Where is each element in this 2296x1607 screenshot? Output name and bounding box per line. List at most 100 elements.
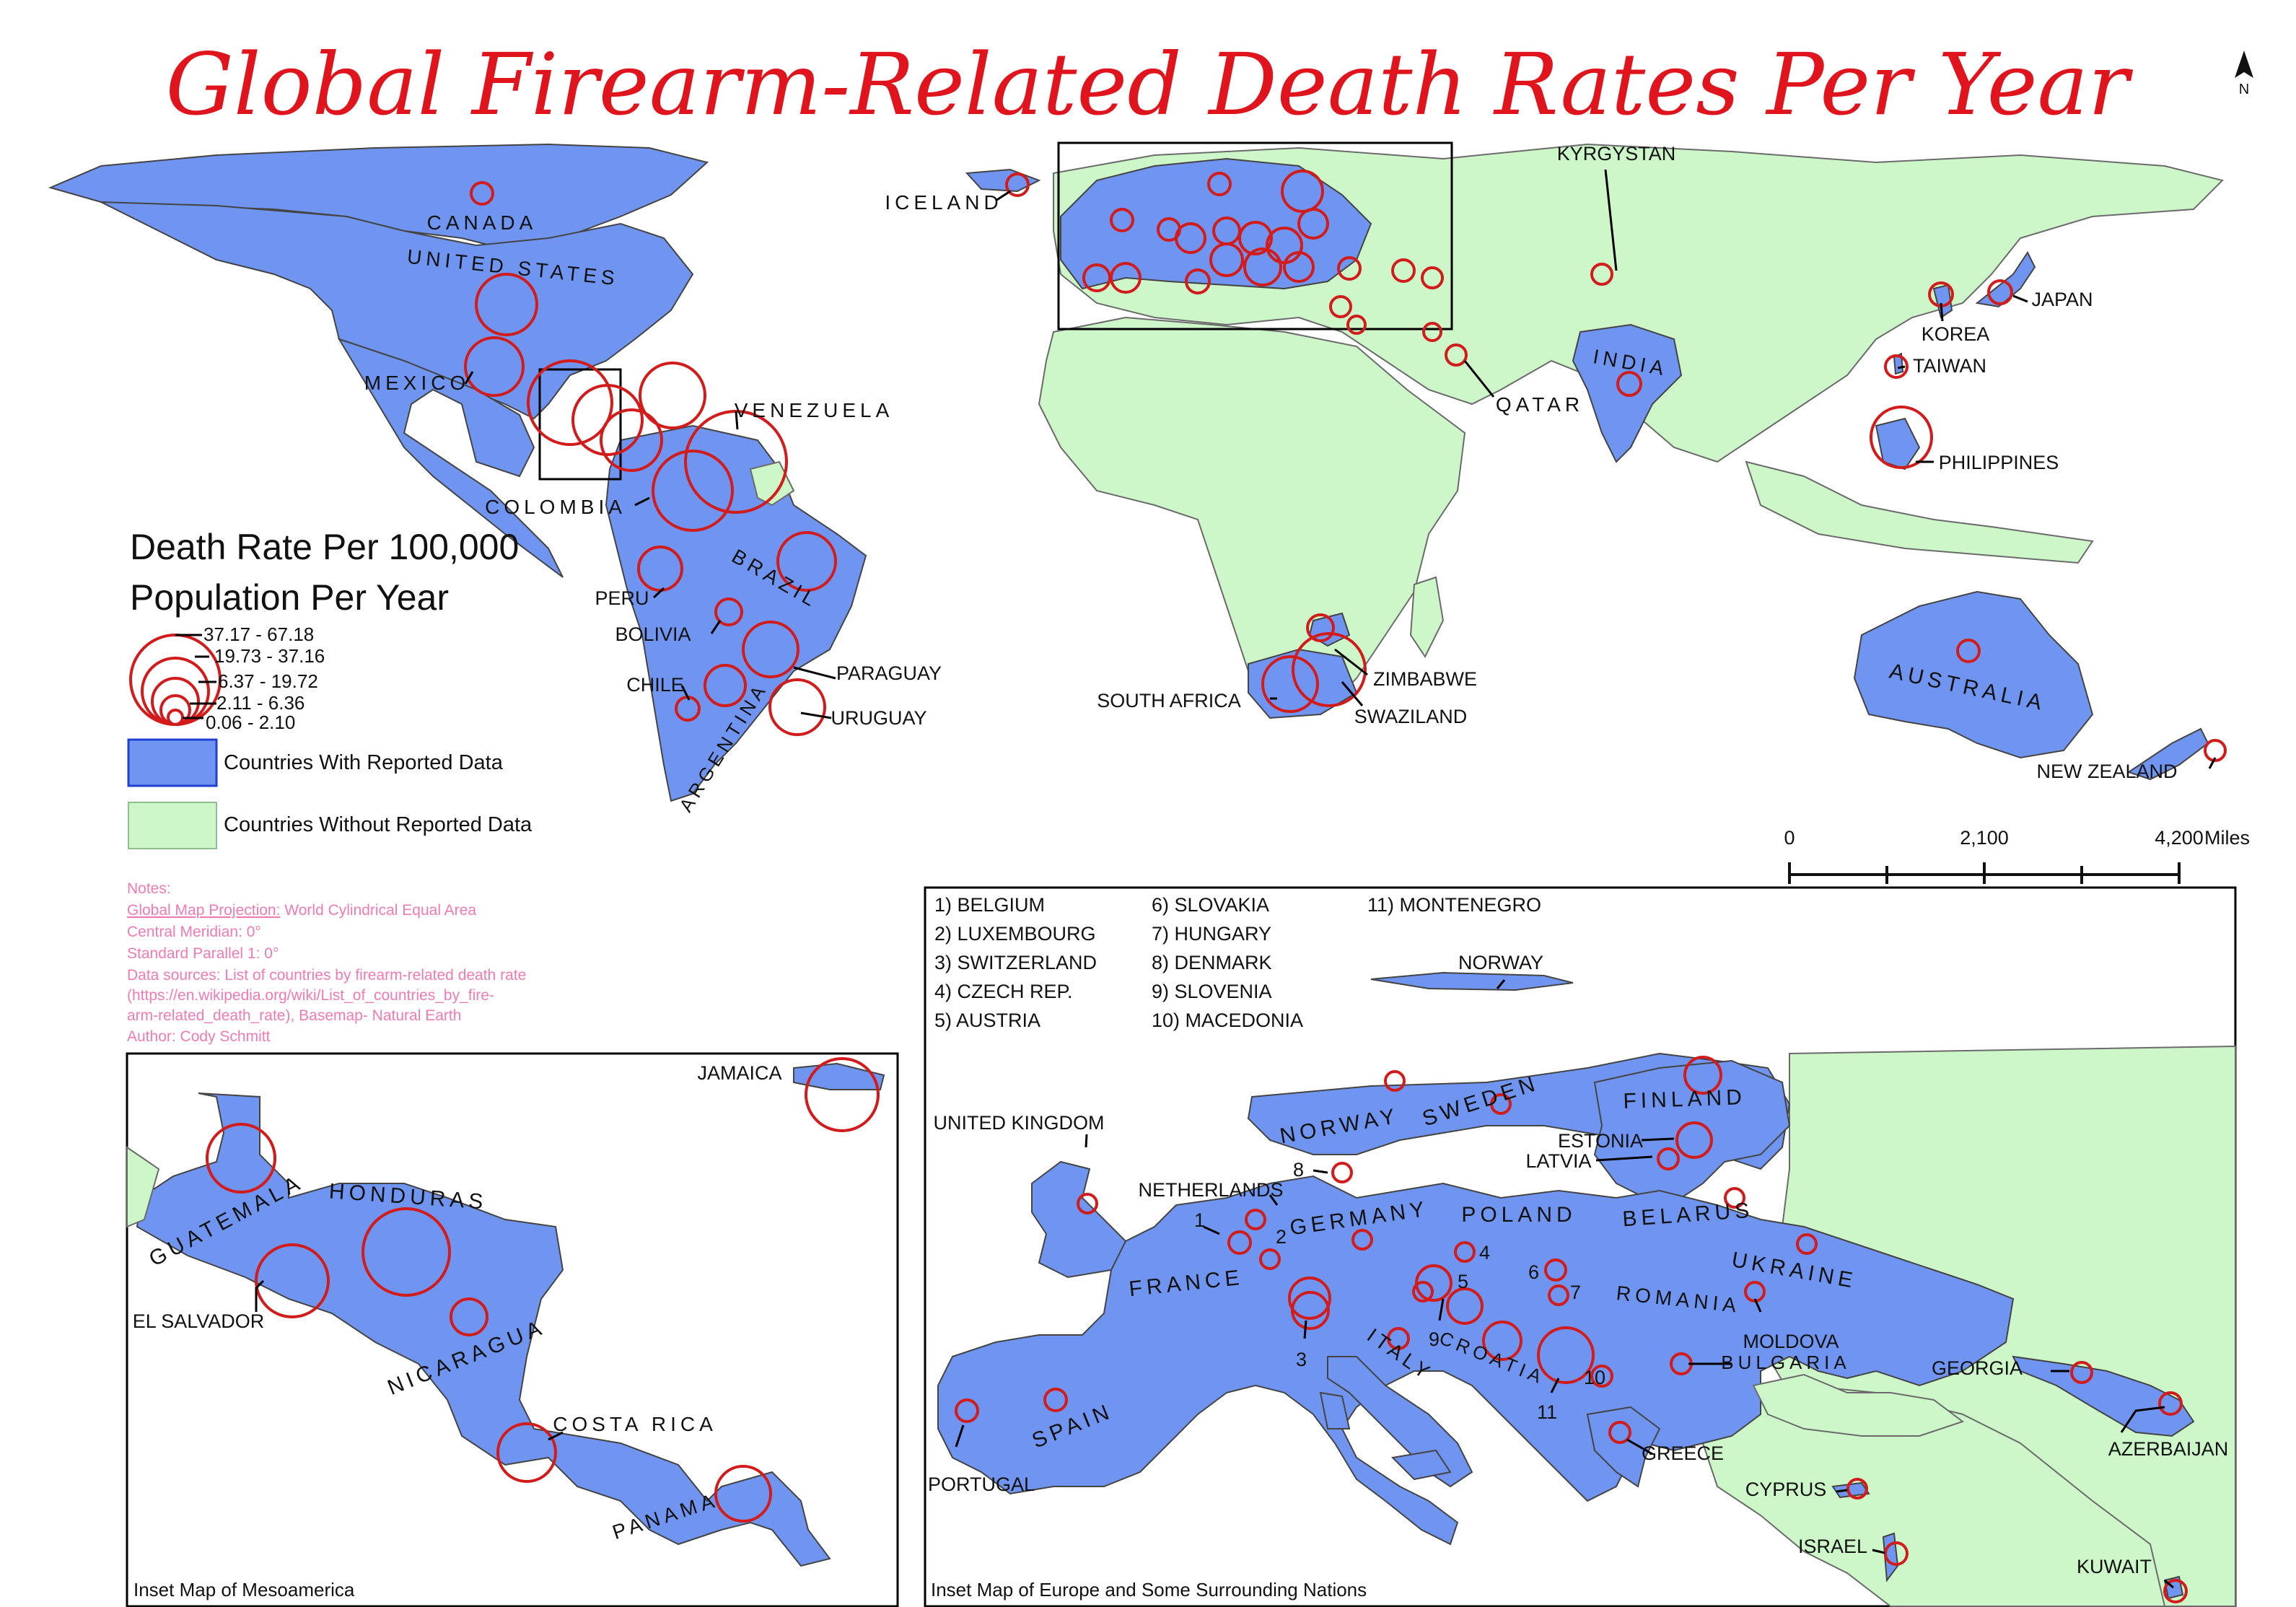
label-chile: CHILE xyxy=(626,674,684,696)
mesoamerica-inset: JAMAICA GUATEMALA HONDURAS EL SALVADOR N… xyxy=(126,1052,899,1607)
eu-num-10: 10 xyxy=(1584,1367,1605,1388)
eu-label-moldova: MOLDOVA xyxy=(1743,1331,1839,1352)
notes-source-1: Data sources: List of countries by firea… xyxy=(127,967,526,984)
notes-heading: Notes: xyxy=(127,880,171,897)
label-philippines: PHILIPPINES xyxy=(1939,452,2059,473)
label-colombia: COLOMBIA xyxy=(485,496,626,518)
australia-shape xyxy=(1853,590,2094,759)
legend-class-1: 37.17 - 67.18 xyxy=(203,623,314,645)
caucasus-shape xyxy=(2012,1355,2195,1437)
legend-reported-swatch xyxy=(127,738,218,787)
notes-meridian: Central Meridian: 0° xyxy=(127,924,261,940)
eu-label-azerbaijan: AZERBAIJAN xyxy=(2108,1438,2229,1460)
label-iceland: ICELAND xyxy=(885,191,1002,214)
label-bolivia: BOLIVIA xyxy=(615,623,691,645)
eu-num-3: 3 xyxy=(1296,1349,1307,1370)
eu-label-united-kingdom: UNITED KINGDOM xyxy=(933,1112,1104,1134)
eu-num-9: 9 xyxy=(1429,1328,1440,1350)
indonesia-shape xyxy=(1745,460,2094,564)
eu-num-2: 2 xyxy=(1276,1226,1287,1248)
eu-key-9: 9) SLOVENIA xyxy=(1152,981,1272,1002)
world-basemap xyxy=(48,143,2224,802)
label-paraguay: PARAGUAY xyxy=(836,662,942,684)
eu-num-5: 5 xyxy=(1458,1271,1468,1292)
eu-key-2: 2) LUXEMBOURG xyxy=(934,923,1096,945)
meso-caption: Inset Map of Mesoamerica xyxy=(133,1579,355,1601)
mesoamerica-frame xyxy=(126,1052,899,1607)
legend: Death Rate Per 100,000 Population Per Ye… xyxy=(127,527,533,849)
notes-source-2: (https://en.wikipedia.org/wiki/List_of_c… xyxy=(127,987,494,1004)
label-swaziland: SWAZILAND xyxy=(1354,706,1468,727)
eu-label-finland: FINLAND xyxy=(1623,1085,1746,1113)
europe-caption: Inset Map of Europe and Some Surrounding… xyxy=(931,1579,1367,1601)
eu-key-8: 8) DENMARK xyxy=(1152,952,1272,973)
map-title: Global Firearm-Related Death Rates Per Y… xyxy=(166,35,2134,134)
israel-shape xyxy=(1882,1532,1899,1582)
legend-class-3: 6.37 - 19.72 xyxy=(218,670,318,692)
label-japan: JAPAN xyxy=(2031,289,2093,310)
label-venezuela: VENEZUELA xyxy=(735,399,894,421)
eu-num-1: 1 xyxy=(1194,1209,1205,1231)
eu-label-norway-top: NORWAY xyxy=(1458,952,1543,973)
legend-class-2: 19.73 - 37.16 xyxy=(214,645,325,667)
mexico-shape xyxy=(337,338,564,578)
cyprus-shape xyxy=(1831,1481,1870,1499)
eu-key-5: 5) AUSTRIA xyxy=(934,1010,1040,1031)
mesoamerica-extent-box xyxy=(538,368,622,481)
korea-shape xyxy=(1932,284,1953,319)
eu-label-cyprus: CYPRUS xyxy=(1745,1479,1827,1500)
sardinia-shape xyxy=(1319,1391,1351,1429)
label-uruguay: URUGUAY xyxy=(831,707,926,729)
north-arrow-icon: N xyxy=(2235,51,2253,97)
notes-projection: Global Map Projection: World Cylindrical… xyxy=(127,902,476,919)
notes-parallel: Standard Parallel 1: 0° xyxy=(127,945,279,962)
eu-num-8: 8 xyxy=(1293,1159,1304,1181)
guianas-shape xyxy=(749,460,795,507)
notes-source-3: arm-related_death_rate), Basemap- Natura… xyxy=(127,1007,461,1024)
legend-class-4: 2.11 - 6.36 xyxy=(216,692,304,714)
black-sea-coast-shape xyxy=(1752,1373,1965,1437)
label-qatar: QATAR xyxy=(1496,393,1584,416)
notes-block: Notes: Global Map Projection: World Cyli… xyxy=(127,880,526,1045)
india-shape xyxy=(1572,323,1683,463)
north-label: N xyxy=(2239,82,2249,97)
europe-extent-box xyxy=(1057,141,1453,330)
label-south-africa: SOUTH AFRICA xyxy=(1097,690,1241,711)
scale-tick-0: 0 xyxy=(1784,827,1795,849)
zimbabwe-shape xyxy=(1308,612,1351,647)
scale-unit: Miles xyxy=(2204,827,2250,849)
world-label-leaders xyxy=(464,169,2217,769)
world-proportional-circles xyxy=(464,170,2227,762)
eu-key-7: 7) HUNGARY xyxy=(1152,923,1271,945)
scale-bar: 0 2,100 4,200 Miles xyxy=(1784,827,2250,884)
eu-label-georgia: GEORGIA xyxy=(1932,1357,2023,1379)
eu-num-11: 11 xyxy=(1537,1401,1557,1423)
eu-label-israel: ISRAEL xyxy=(1798,1536,1867,1557)
notes-author: Author: Cody Schmitt xyxy=(127,1028,271,1045)
eu-label-poland: POLAND xyxy=(1461,1203,1576,1227)
eu-num-6: 6 xyxy=(1528,1261,1539,1283)
label-canada: CANADA xyxy=(427,211,538,234)
greece-shape xyxy=(1586,1406,1661,1488)
eu-label-kuwait: KUWAIT xyxy=(2077,1556,2152,1577)
mexico-inset-shape xyxy=(126,1146,160,1228)
legend-circles xyxy=(129,634,222,726)
legend-class-5: 0.06 - 2.10 xyxy=(206,711,295,733)
legend-unreported-label: Countries Without Reported Data xyxy=(224,813,533,836)
sicily-shape xyxy=(1390,1449,1452,1481)
meso-label-costa-rica: COSTA RICA xyxy=(553,1413,717,1435)
eu-label-bulgaria: BULGARIA xyxy=(1721,1352,1851,1373)
eu-label-netherlands: NETHERLANDS xyxy=(1138,1179,1283,1201)
eu-label-latvia: LATVIA xyxy=(1525,1150,1591,1172)
africa-shape xyxy=(1038,316,1466,716)
europe-continent-shape xyxy=(937,1175,2015,1546)
label-taiwan: TAIWAN xyxy=(1913,355,1986,377)
eu-key-10: 10) MACEDONIA xyxy=(1152,1010,1303,1031)
eu-key-4: 4) CZECH REP. xyxy=(934,981,1073,1002)
legend-title-line2: Population Per Year xyxy=(130,577,449,618)
scale-tick-2: 4,200 xyxy=(2155,827,2204,849)
label-zimbabwe: ZIMBABWE xyxy=(1373,668,1477,690)
europe-inset: 1) BELGIUM 2) LUXEMBOURG 3) SWITZERLAND … xyxy=(924,886,2237,1607)
